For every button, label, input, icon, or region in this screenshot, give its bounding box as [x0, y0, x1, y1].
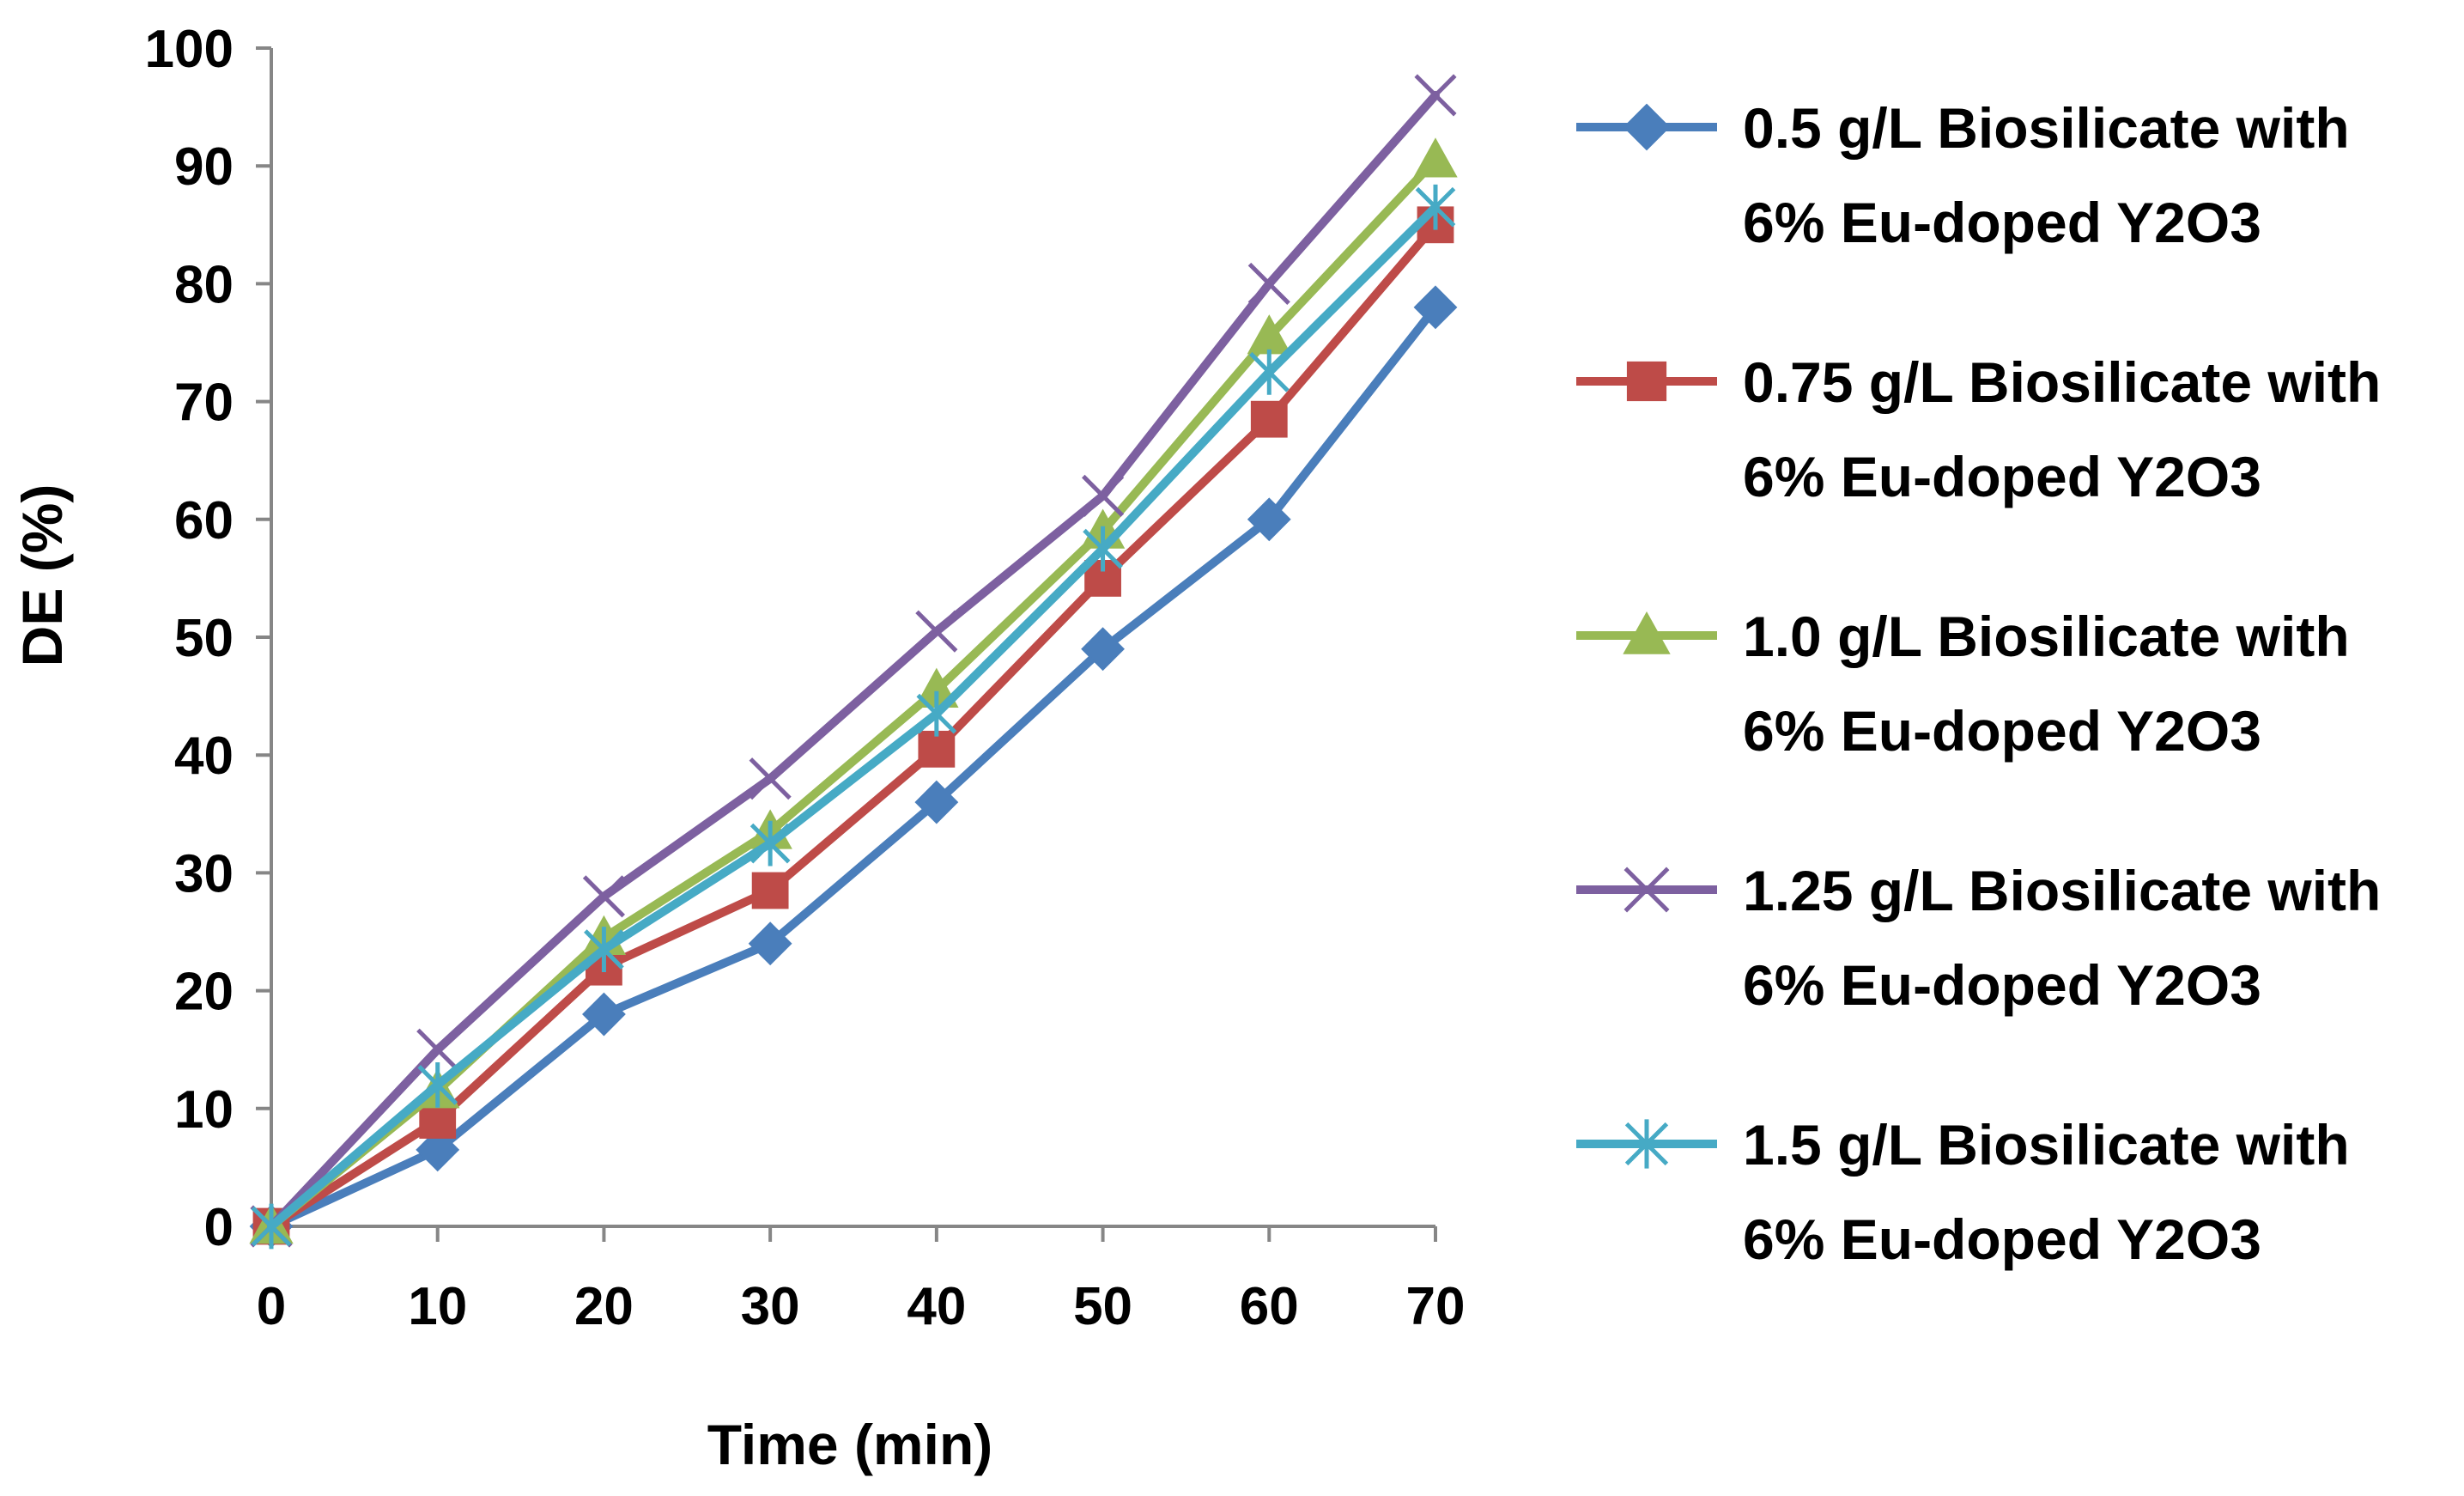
data-point	[749, 757, 792, 800]
y-tick-label: 10	[174, 1080, 234, 1140]
data-point	[1247, 262, 1290, 305]
y-tick-label: 90	[174, 137, 234, 197]
data-point	[914, 780, 959, 824]
data-point	[1414, 74, 1457, 117]
legend-item: 1.0 g/L Biosilicate with 6% Eu-doped Y2O3	[1576, 605, 2350, 763]
data-point	[748, 921, 792, 966]
data-point	[1415, 184, 1456, 230]
x-tick-label: 30	[741, 1277, 800, 1336]
legend-item: 0.75 g/L Biosilicate with 6% Eu-doped Y2O…	[1576, 350, 2381, 508]
y-tick-label: 70	[174, 374, 234, 433]
legend-item: 1.25 g/L Biosilicate with 6% Eu-doped Y2O…	[1576, 859, 2381, 1017]
data-point	[1413, 137, 1458, 178]
x-tick-label: 20	[574, 1277, 634, 1336]
legend-label: 6% Eu-doped Y2O3	[1743, 445, 2261, 508]
data-point	[417, 1061, 458, 1108]
data-point	[419, 1102, 457, 1139]
series-line	[267, 220, 1440, 1231]
legend-marker	[1623, 611, 1671, 654]
data-point	[1248, 349, 1290, 395]
series-layer	[249, 74, 1458, 1250]
y-tick-label: 20	[174, 963, 234, 1022]
x-tick-label: 0	[257, 1277, 286, 1336]
x-tick-label: 60	[1240, 1277, 1299, 1336]
data-point	[416, 1128, 460, 1172]
data-point	[915, 610, 958, 653]
data-point	[751, 872, 789, 909]
y-tick-label: 40	[174, 727, 234, 786]
legend-marker	[1623, 103, 1671, 151]
series-line	[267, 203, 1440, 1231]
x-tick-label: 40	[907, 1277, 966, 1336]
y-tick-label: 100	[145, 20, 234, 79]
data-point	[251, 1203, 292, 1250]
data-point	[582, 875, 625, 918]
y-tick-label: 30	[174, 844, 234, 903]
data-point	[1247, 497, 1291, 542]
data-point	[1250, 400, 1288, 438]
legend-label: 0.5 g/L Biosilicate with	[1743, 96, 2350, 160]
legend-label: 0.75 g/L Biosilicate with	[1743, 350, 2381, 414]
data-point	[750, 820, 791, 867]
x-tick-label: 70	[1406, 1277, 1466, 1336]
legend-label: 6% Eu-doped Y2O3	[1743, 699, 2261, 763]
legend-marker	[1624, 1119, 1669, 1169]
data-point	[916, 690, 957, 737]
data-point	[584, 927, 624, 972]
y-tick-label: 0	[204, 1198, 234, 1257]
legend-marker	[1623, 867, 1670, 913]
series-line	[267, 302, 1440, 1231]
data-point	[582, 992, 626, 1037]
legend: 0.5 g/L Biosilicate with 6% Eu-doped Y2O3…	[1576, 96, 2381, 1271]
x-axis-title: Time (min)	[707, 1413, 992, 1476]
series-line	[267, 155, 1440, 1231]
data-point	[1413, 285, 1458, 330]
legend-item: 0.5 g/L Biosilicate with 6% Eu-doped Y2O3	[1576, 96, 2350, 254]
legend-label: 6% Eu-doped Y2O3	[1743, 191, 2261, 254]
y-tick-label: 50	[174, 609, 234, 668]
data-point	[918, 730, 956, 768]
axes: 0 10 20 30 40 50 60 70 80 90 100 0 10 20 30 40 50 60 70	[145, 20, 1466, 1336]
legend-item: 1.5 g/L Biosilicate with 6% Eu-doped Y2O3	[1576, 1113, 2350, 1271]
y-tick-label: 80	[174, 255, 234, 314]
legend-label: 1.5 g/L Biosilicate with	[1743, 1113, 2350, 1177]
data-point	[1083, 526, 1123, 572]
data-point	[1082, 474, 1125, 517]
series-4	[250, 74, 1457, 1248]
y-tick-label: 60	[174, 491, 234, 550]
legend-label: 6% Eu-doped Y2O3	[1743, 953, 2261, 1017]
legend-label: 1.25 g/L Biosilicate with	[1743, 859, 2381, 922]
legend-label: 6% Eu-doped Y2O3	[1743, 1207, 2261, 1271]
series-line	[267, 90, 1440, 1231]
x-tick-label: 50	[1073, 1277, 1132, 1336]
y-axis-title: DE (%)	[10, 484, 74, 667]
legend-marker	[1626, 361, 1667, 402]
x-tick-label: 10	[408, 1277, 467, 1336]
legend-label: 1.0 g/L Biosilicate with	[1743, 605, 2350, 668]
data-point	[416, 1028, 459, 1071]
data-point	[1081, 627, 1125, 672]
series-5	[251, 184, 1456, 1250]
